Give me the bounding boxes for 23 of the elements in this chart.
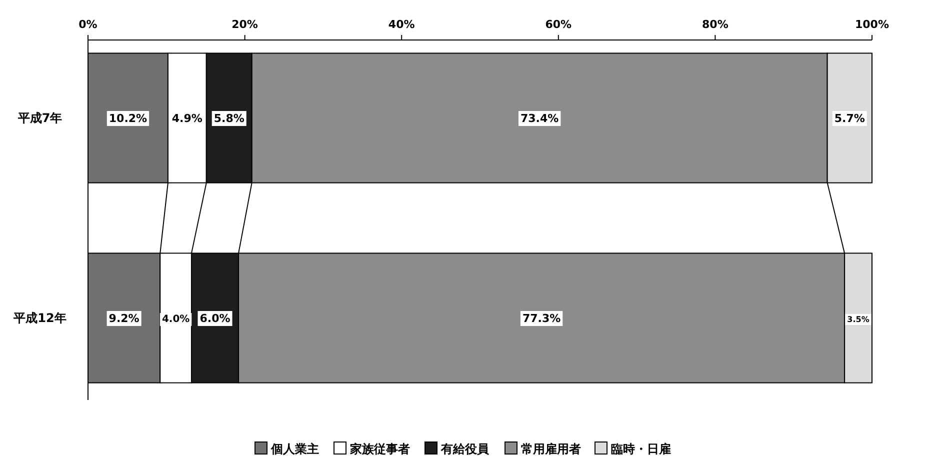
data-label: 5.7% — [834, 112, 865, 125]
y-tick-label: 平成12年 — [12, 311, 66, 325]
y-tick-label: 平成7年 — [16, 111, 62, 125]
legend-label: 家族従事者 — [349, 442, 410, 456]
legend-label: 常用雇用者 — [521, 442, 581, 456]
data-label: 3.5% — [847, 315, 870, 324]
data-label: 4.0% — [162, 314, 190, 325]
data-label: 6.0% — [200, 312, 230, 325]
data-label: 73.4% — [520, 112, 559, 125]
x-tick-label: 100% — [855, 18, 889, 31]
legend-label: 個人業主 — [270, 442, 319, 456]
data-label: 5.8% — [214, 112, 244, 125]
legend-label: 有給役員 — [440, 442, 490, 456]
data-label: 10.2% — [108, 112, 148, 125]
x-tick-label: 60% — [545, 18, 572, 31]
x-tick-label: 40% — [388, 18, 415, 31]
data-label: 4.9% — [172, 112, 202, 125]
data-label: 9.2% — [108, 312, 140, 325]
legend-label: 臨時・日雇 — [611, 442, 671, 456]
data-label: 77.3% — [522, 312, 561, 325]
x-tick-label: 80% — [702, 18, 728, 31]
x-tick-label: 0% — [78, 18, 98, 31]
x-tick-label: 20% — [232, 18, 258, 31]
